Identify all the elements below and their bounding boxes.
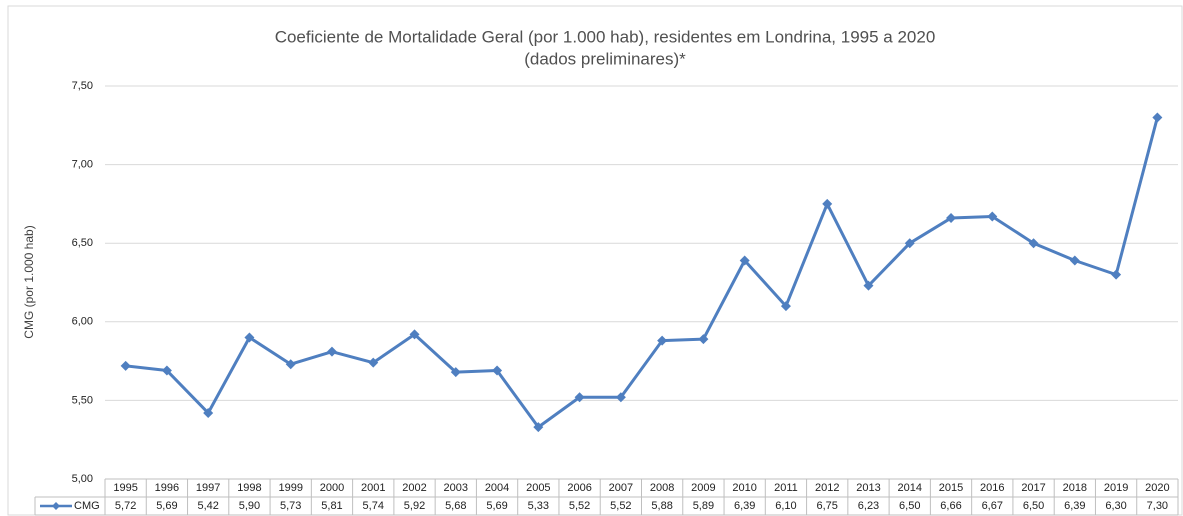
table-value: 6,50	[899, 500, 920, 512]
marker	[657, 335, 668, 346]
table-value: 5,52	[569, 500, 590, 512]
x-tick-label: 2007	[609, 482, 633, 494]
x-tick-label: 2011	[774, 482, 798, 494]
marker	[1152, 112, 1163, 123]
y-tick-label: 5,00	[72, 473, 93, 485]
table-value: 5,81	[321, 500, 342, 512]
chart-subtitle: (dados preliminares)*	[524, 49, 686, 68]
marker	[533, 422, 544, 433]
series-line	[125, 117, 1159, 429]
table-value: 6,39	[1064, 500, 1085, 512]
table-value: 6,39	[734, 500, 755, 512]
marker	[1069, 255, 1080, 266]
y-tick-label: 5,50	[72, 394, 93, 406]
chart-border	[7, 5, 1183, 516]
y-axis-label: CMG (por 1.000 hab)	[22, 225, 36, 338]
x-tick-label: 2020	[1145, 482, 1169, 494]
x-tick-label: 2009	[691, 482, 715, 494]
x-tick-label: 2015	[939, 482, 963, 494]
table-value: 5,69	[156, 500, 177, 512]
marker	[492, 365, 503, 376]
table-value: 5,73	[280, 500, 301, 512]
table-value: 5,90	[239, 500, 260, 512]
x-tick-label: 2004	[485, 482, 509, 494]
table-value: 5,88	[651, 500, 672, 512]
x-tick-label: 1999	[278, 482, 302, 494]
marker	[1028, 238, 1039, 249]
marker	[615, 392, 626, 403]
y-tick-label: 7,50	[72, 80, 93, 92]
table-value: 5,92	[404, 500, 425, 512]
marker	[368, 357, 379, 368]
x-tick-label: 1998	[237, 482, 261, 494]
x-tick-label: 2019	[1104, 482, 1128, 494]
table-value: 5,89	[693, 500, 714, 512]
table-value: 6,75	[817, 500, 838, 512]
marker	[987, 211, 998, 222]
x-tick-label: 2005	[526, 482, 550, 494]
marker	[946, 213, 957, 224]
x-tick-label: 2013	[856, 482, 880, 494]
table-value: 6,30	[1105, 500, 1126, 512]
table-value: 5,69	[486, 500, 507, 512]
x-tick-label: 1995	[113, 482, 137, 494]
marker	[780, 301, 791, 312]
x-tick-label: 1996	[155, 482, 179, 494]
marker	[450, 367, 461, 378]
table-value: 5,74	[363, 500, 384, 512]
table-value: 5,42	[197, 500, 218, 512]
marker	[822, 198, 833, 209]
legend-label: CMG	[74, 500, 100, 512]
marker	[161, 365, 172, 376]
x-tick-label: 2017	[1021, 482, 1045, 494]
marker	[203, 407, 214, 418]
marker	[739, 255, 750, 266]
y-tick-label: 6,00	[72, 316, 93, 328]
table-value: 5,68	[445, 500, 466, 512]
table-value: 6,23	[858, 500, 879, 512]
x-tick-label: 2003	[444, 482, 468, 494]
y-tick-label: 6,50	[72, 237, 93, 249]
marker	[574, 392, 585, 403]
x-tick-label: 2016	[980, 482, 1004, 494]
table-value: 5,72	[115, 500, 136, 512]
marker	[904, 238, 915, 249]
x-tick-label: 2010	[732, 482, 756, 494]
table-value: 6,66	[940, 500, 961, 512]
marker	[120, 360, 131, 371]
marker	[326, 346, 337, 357]
x-tick-label: 2014	[898, 482, 922, 494]
table-value: 5,33	[528, 500, 549, 512]
x-tick-label: 2006	[567, 482, 591, 494]
table-value: 7,30	[1147, 500, 1168, 512]
table-value: 5,52	[610, 500, 631, 512]
marker	[244, 332, 255, 343]
marker	[285, 359, 296, 370]
y-tick-label: 7,00	[72, 159, 93, 171]
legend-marker	[52, 502, 60, 510]
x-tick-label: 2002	[402, 482, 426, 494]
x-tick-label: 2001	[361, 482, 385, 494]
table-value: 6,67	[982, 500, 1003, 512]
marker	[863, 280, 874, 291]
chart-title: Coeficiente de Mortalidade Geral (por 1.…	[275, 27, 936, 46]
x-tick-label: 2008	[650, 482, 674, 494]
marker	[1111, 269, 1122, 280]
x-tick-label: 2012	[815, 482, 839, 494]
marker	[698, 334, 709, 345]
x-tick-label: 2018	[1063, 482, 1087, 494]
table-value: 6,10	[775, 500, 796, 512]
table-value: 6,50	[1023, 500, 1044, 512]
marker	[409, 329, 420, 340]
x-tick-label: 2000	[320, 482, 344, 494]
x-tick-label: 1997	[196, 482, 220, 494]
